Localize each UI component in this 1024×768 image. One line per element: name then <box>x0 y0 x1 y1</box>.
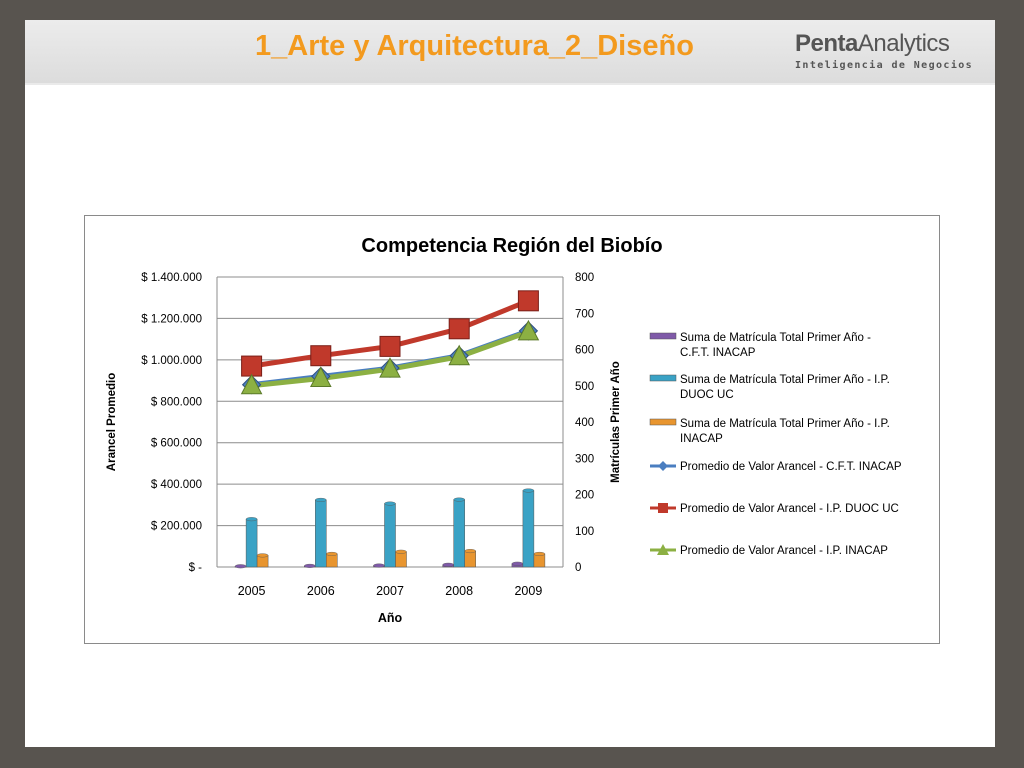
y-left-tick-label: $ 600.000 <box>151 438 202 450</box>
bar-duoc-uc <box>522 490 535 568</box>
marker-triangle <box>309 366 332 387</box>
x-tick-label: 2006 <box>307 584 335 598</box>
y-left-tick-label: $ 1.000.000 <box>141 355 202 367</box>
bar-cft-inacap-top <box>442 562 454 567</box>
bar-ip-inacap-top <box>395 549 407 554</box>
legend-label: Promedio de Valor Arancel - I.P. INACAP <box>680 545 888 557</box>
bar-duoc-uc <box>245 518 258 568</box>
bar-cft-inacap-top <box>373 563 385 568</box>
marker-triangle <box>517 319 540 341</box>
bar-duoc-uc-top <box>453 497 465 502</box>
chart-frame: Competencia Región del Biobío $ - $ 200.00… <box>84 215 940 644</box>
logo-wordmark-light: Analytics <box>857 30 950 57</box>
legend-swatch-bar <box>649 332 677 340</box>
legend-label: INACAP <box>680 433 723 445</box>
x-tick-label: 2005 <box>238 584 266 598</box>
marker-triangle <box>448 344 471 366</box>
logo-tagline: Inteligencia de Negocios <box>795 60 974 71</box>
y-left-tick-label: $ - <box>189 562 203 574</box>
bar-ip-inacap-top <box>326 551 338 556</box>
x-tick-label: 2008 <box>445 584 473 598</box>
bar-duoc-uc-top <box>522 488 535 493</box>
bar-ip-inacap-top <box>256 553 269 558</box>
bar-duoc-uc-top <box>384 501 396 506</box>
header-divider <box>25 83 995 85</box>
legend-label: C.F.T. INACAP <box>680 347 756 359</box>
y-right-tick-label: 800 <box>575 272 594 284</box>
y-right-tick-label: 100 <box>575 526 594 538</box>
y-left-tick-label: $ 1.200.000 <box>141 313 202 325</box>
slide-title: 1_Arte y Arquitectura_2_Diseño <box>255 30 694 62</box>
x-tick-label: 2007 <box>376 584 404 598</box>
legend-label: DUOC UC <box>680 389 734 401</box>
bar-cft-inacap-top <box>304 563 316 568</box>
marker-triangle <box>240 373 263 395</box>
bar-duoc-uc <box>453 499 465 568</box>
pentaanalytics-logo: PentaAnalytics Inteligencia de Negocios <box>795 30 985 80</box>
legend-label: Suma de Matrícula Total Primer Año - I.P… <box>680 374 890 386</box>
bar-cft-inacap-top <box>511 561 524 566</box>
y-left-tick-label: $ 400.000 <box>151 479 202 491</box>
x-tick-label: 2009 <box>514 584 542 598</box>
marker-square <box>379 335 401 357</box>
bar-ip-inacap-top <box>464 549 476 554</box>
bar-duoc-uc-top <box>315 497 327 502</box>
y-right-tick-label: 400 <box>575 417 594 429</box>
y-right-tick-label: 600 <box>575 345 594 357</box>
legend-label: Promedio de Valor Arancel - I.P. DUOC UC <box>680 503 899 515</box>
y-right-tick-label: 700 <box>575 308 594 320</box>
legend-label: Promedio de Valor Arancel - C.F.T. INACA… <box>680 461 902 473</box>
legend-marker-triangle <box>657 544 669 555</box>
marker-triangle <box>379 357 401 378</box>
bar-duoc-uc <box>315 499 327 568</box>
y-left-axis-title: Arancel Promedio <box>106 373 118 471</box>
bar-cft-inacap-top <box>234 564 247 569</box>
bar-ip-inacap <box>395 551 407 568</box>
x-axis-title: Año <box>378 611 403 625</box>
legend-swatch-bar <box>649 374 677 382</box>
marker-square <box>517 290 539 312</box>
y-right-tick-label: 0 <box>575 562 581 574</box>
legend-label: Suma de Matrícula Total Primer Año - I.P… <box>680 418 890 430</box>
y-left-tick-label: $ 1.400.000 <box>141 272 202 284</box>
combo-chart: Competencia Región del Biobío $ - $ 200.00… <box>106 235 902 625</box>
marker-square <box>310 345 332 367</box>
y-right-tick-label: 500 <box>575 381 594 393</box>
y-left-tick-label: $ 800.000 <box>151 396 202 408</box>
marker-square <box>448 318 470 340</box>
bar-duoc-uc-top <box>245 517 258 522</box>
bar-ip-inacap-top <box>533 551 546 556</box>
y-right-tick-label: 300 <box>575 453 594 465</box>
marker-square <box>241 355 263 377</box>
y-right-axis-title: Matrículas Primer Año <box>610 361 622 483</box>
chart-title: Competencia Región del Biobío <box>361 235 662 257</box>
logo-wordmark: PentaAnalytics <box>795 30 985 58</box>
bar-duoc-uc <box>384 503 396 568</box>
slide-header: 1_Arte y Arquitectura_2_Diseño PentaAnal… <box>25 20 995 83</box>
y-left-tick-label: $ 200.000 <box>151 521 202 533</box>
legend-label: Suma de Matrícula Total Primer Año - <box>680 332 871 344</box>
legend-marker-diamond <box>658 461 668 471</box>
bar-ip-inacap <box>464 550 476 568</box>
logo-wordmark-bold: Penta <box>795 30 858 57</box>
legend-marker-square <box>658 503 668 513</box>
y-right-tick-label: 200 <box>575 490 594 502</box>
legend-swatch-bar <box>649 418 677 426</box>
